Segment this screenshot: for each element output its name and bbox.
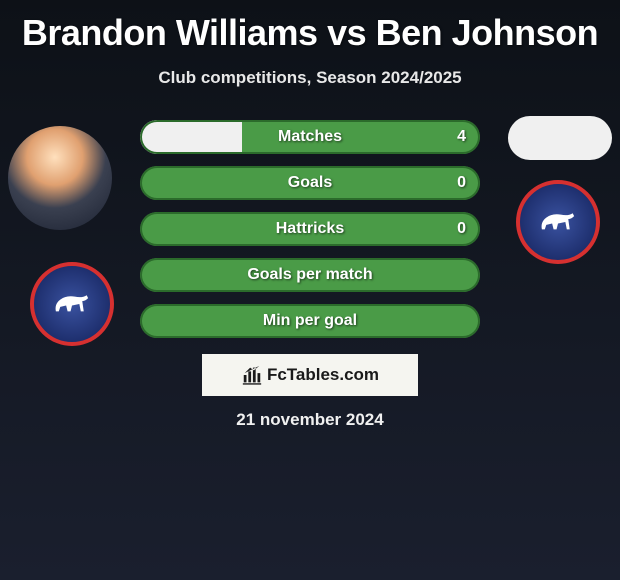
stat-value-right: 0 bbox=[457, 174, 466, 192]
club-badge-left bbox=[30, 262, 114, 346]
stat-bar-goals-per-match: Goals per match bbox=[140, 258, 480, 292]
horse-icon bbox=[50, 289, 94, 319]
stat-bar-matches: Matches 4 bbox=[140, 120, 480, 154]
stat-bar-min-per-goal: Min per goal bbox=[140, 304, 480, 338]
stat-bars: Matches 4 Goals 0 Hattricks 0 Goals per … bbox=[140, 120, 480, 350]
player-2-avatar bbox=[508, 116, 612, 160]
stat-label: Goals per match bbox=[140, 266, 480, 284]
brand-text: FcTables.com bbox=[267, 365, 379, 385]
brand-footer[interactable]: FcTables.com bbox=[202, 354, 418, 396]
stat-label: Hattricks bbox=[140, 220, 480, 238]
page-title: Brandon Williams vs Ben Johnson bbox=[0, 0, 620, 54]
stat-bar-goals: Goals 0 bbox=[140, 166, 480, 200]
club-badge-right bbox=[516, 180, 600, 264]
page-subtitle: Club competitions, Season 2024/2025 bbox=[0, 68, 620, 88]
stat-value-right: 4 bbox=[457, 128, 466, 146]
stat-label: Matches bbox=[140, 128, 480, 146]
stat-label: Min per goal bbox=[140, 312, 480, 330]
date-text: 21 november 2024 bbox=[0, 410, 620, 430]
player-1-avatar bbox=[8, 126, 112, 230]
stat-bar-hattricks: Hattricks 0 bbox=[140, 212, 480, 246]
bar-chart-icon bbox=[241, 364, 263, 386]
stat-label: Goals bbox=[140, 174, 480, 192]
horse-icon bbox=[536, 207, 580, 237]
stat-value-right: 0 bbox=[457, 220, 466, 238]
